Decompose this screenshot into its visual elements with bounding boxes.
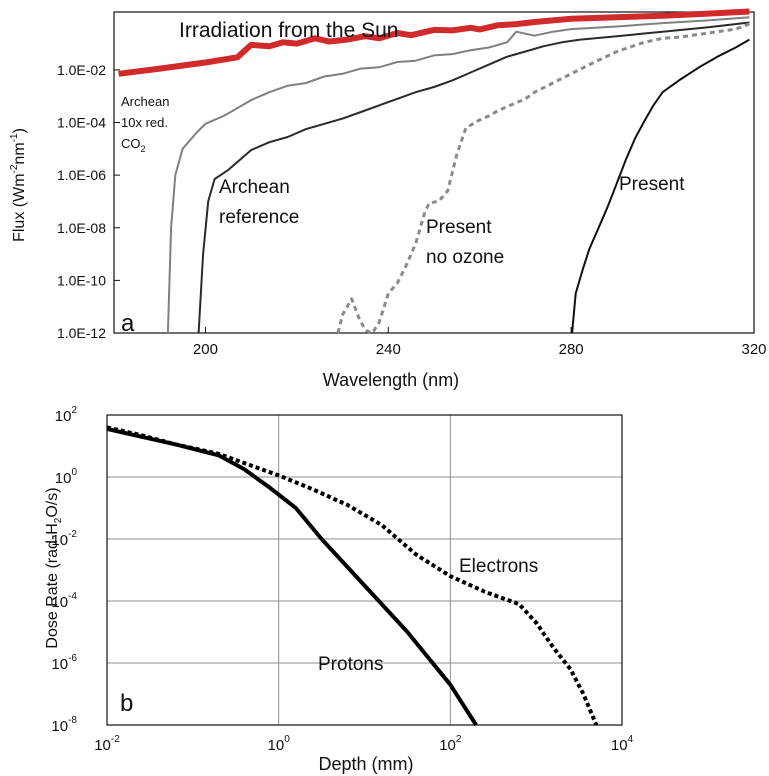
x-tick-label: 102 xyxy=(439,734,462,754)
panel-b-label: b xyxy=(120,690,133,717)
y-tick-label: 1.0E-10 xyxy=(57,272,106,288)
label-electrons: Electrons xyxy=(459,556,538,577)
series-line-present_no_ozone xyxy=(336,22,750,335)
panel-a-x-axis-label: Wavelength (nm) xyxy=(323,370,459,390)
panel-a-series xyxy=(118,8,750,335)
label-archean-10x-co2: CO2 xyxy=(121,136,146,154)
x-tick-label: 320 xyxy=(741,341,766,358)
series-line-archean_ref xyxy=(197,21,750,334)
series-line-archean_10x xyxy=(166,16,750,334)
label-archean-reference: Archean reference xyxy=(219,177,299,228)
panel-b-plot-frame xyxy=(106,414,623,726)
y-tick-label: 102 xyxy=(55,405,78,425)
label-archean-10x: Archean 10x red. xyxy=(121,94,173,130)
panel-b-ticks: 10-2 100 102 104 102 100 10-2 10-4 10-6 10-8 xyxy=(51,405,633,754)
y-tick-label: 100 xyxy=(55,467,78,487)
x-tick-label: 10-2 xyxy=(94,734,120,754)
panel-a-flux-chart: 200 240 280 320 1.0E-02 1.0E-04 1.0E-06 1.0E-08… xyxy=(9,8,767,390)
panel-a-label: a xyxy=(121,310,135,337)
series-line-protons xyxy=(106,426,478,727)
label-sun: Irradiation from the Sun xyxy=(179,19,398,42)
panel-b-dose-chart: 10-2 100 102 104 102 100 10-2 10-4 10-6 10-8 b De… xyxy=(44,405,634,774)
y-tick-label: 10-6 xyxy=(51,653,77,673)
label-protons: Protons xyxy=(318,654,383,675)
x-tick-label: 104 xyxy=(611,734,634,754)
panel-b-y-axis-label: Dose Rate (rad-H2O/s) xyxy=(44,487,64,648)
y-tick-label: 10-8 xyxy=(51,715,77,735)
x-tick-label: 240 xyxy=(376,341,401,358)
x-tick-label: 100 xyxy=(268,734,291,754)
y-tick-label: 1.0E-08 xyxy=(57,220,106,236)
panel-b-grid xyxy=(106,414,623,726)
y-tick-label: 1.0E-04 xyxy=(57,115,106,131)
panel-a-y-axis-label: Flux (Wm-2nm-1) xyxy=(9,128,28,242)
y-tick-label: 10-4 xyxy=(51,591,77,611)
y-tick-label: 10-2 xyxy=(51,529,77,549)
y-tick-label: 1.0E-02 xyxy=(57,62,106,78)
series-line-present xyxy=(571,38,750,334)
y-tick-label: 1.0E-12 xyxy=(57,325,106,341)
y-tick-label: 1.0E-06 xyxy=(57,167,106,183)
series-line-sun xyxy=(118,8,750,77)
x-tick-label: 280 xyxy=(559,341,584,358)
panel-b-x-axis-label: Depth (mm) xyxy=(318,754,413,774)
panel-a-plot-frame xyxy=(113,11,755,334)
panel-a-ticks: 200 240 280 320 1.0E-02 1.0E-04 1.0E-06 1.0E-08… xyxy=(57,62,767,358)
label-present: Present xyxy=(619,174,685,195)
x-tick-label: 200 xyxy=(193,341,218,358)
panel-b-series xyxy=(106,425,599,727)
label-present-no-ozone: Present no ozone xyxy=(426,217,504,268)
series-line-electrons xyxy=(106,425,599,726)
